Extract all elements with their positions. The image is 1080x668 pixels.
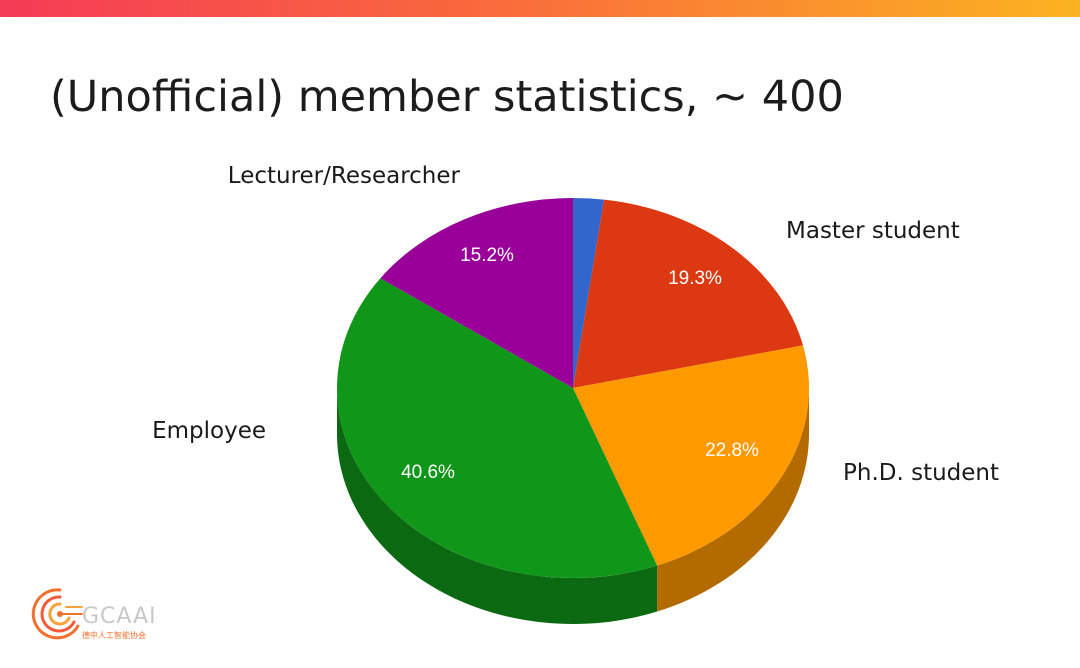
pie-side-ph-d-student bbox=[657, 388, 809, 612]
pie-category-label-employee: Employee bbox=[152, 418, 266, 444]
pie-category-label-lecturer-researcher: Lecturer/Researcher bbox=[228, 163, 461, 189]
logo-subtitle: 德中人工智能协会 bbox=[82, 631, 146, 640]
pie-pct-label-master-student: 19.3% bbox=[668, 268, 722, 289]
gcaai-logo: GCAAI 德中人工智能协会 bbox=[30, 582, 190, 646]
pie-category-label-master-student: Master student bbox=[786, 218, 960, 244]
pie-side-employee bbox=[337, 388, 658, 624]
pie-slice-lecturer-researcher[interactable] bbox=[380, 198, 573, 388]
pie-category-labels: Master student Ph.D. student Employee Lectu… bbox=[152, 163, 999, 486]
pie-pct-label-lecturer-researcher: 15.2% bbox=[460, 245, 514, 266]
accent-bar bbox=[0, 0, 1080, 17]
logo-name: GCAAI bbox=[82, 604, 157, 629]
pie-sides bbox=[337, 388, 809, 624]
pie-tops bbox=[336, 198, 809, 579]
pie-slice-ph-d-student[interactable] bbox=[573, 345, 809, 566]
pie-slice-employee[interactable] bbox=[336, 278, 658, 579]
logo-rings-icon bbox=[31, 588, 83, 640]
pie-category-label-ph-d-student: Ph.D. student bbox=[843, 460, 999, 486]
pie-pct-label-ph-d-student: 22.8% bbox=[705, 440, 759, 461]
slide-title: (Unofficial) member statistics, ~ 400 bbox=[50, 72, 844, 122]
pie-pct-label-employee: 40.6% bbox=[401, 462, 455, 483]
pie-percent-labels: 19.3% 22.8% 40.6% 15.2% bbox=[401, 245, 759, 483]
pie-slice-master-student[interactable] bbox=[573, 199, 803, 388]
pie-slice-other[interactable] bbox=[573, 198, 605, 388]
